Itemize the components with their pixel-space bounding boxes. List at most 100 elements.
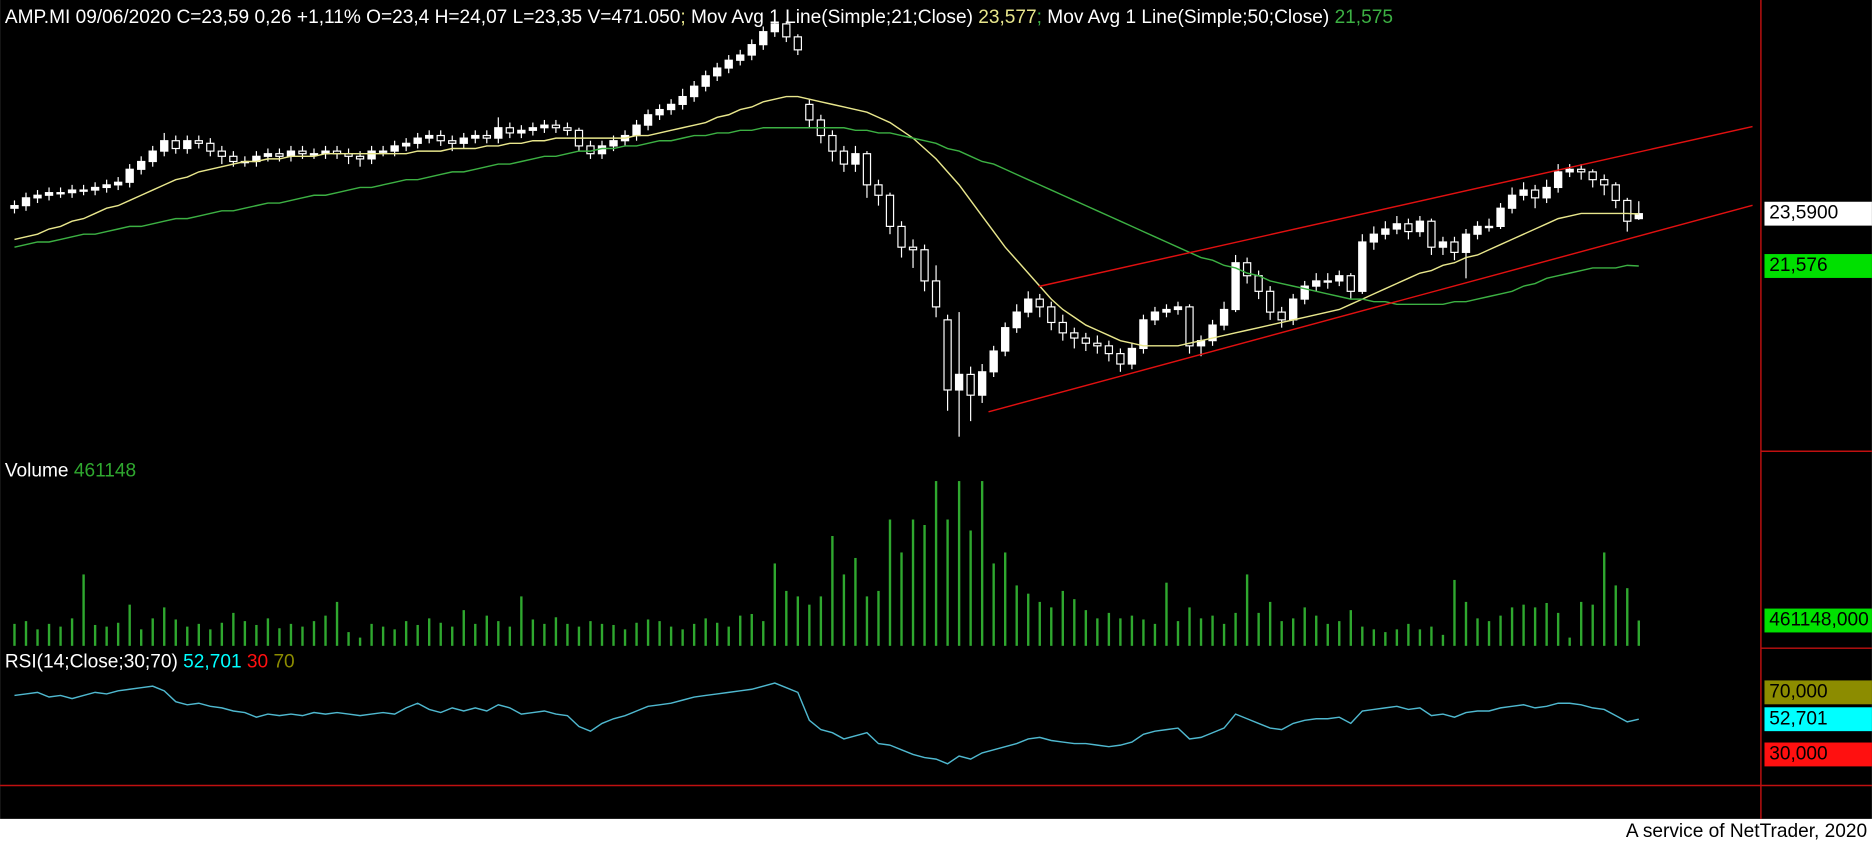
volume-bar <box>1349 610 1352 646</box>
candle-body <box>459 137 468 144</box>
candle-body <box>1150 311 1160 321</box>
volume-bar <box>1499 615 1502 646</box>
value-box <box>1764 680 1872 705</box>
candle-body <box>378 150 388 153</box>
volume-bar <box>1199 618 1203 646</box>
panel-title: Volume <box>5 461 69 482</box>
candle-body <box>171 140 180 150</box>
candle-body <box>425 134 434 139</box>
volume-bar <box>1130 615 1134 646</box>
candle-body <box>275 153 284 157</box>
candle-body <box>206 142 215 152</box>
candle-body <box>1219 308 1229 326</box>
volume-bar <box>1142 619 1145 646</box>
candle-body <box>1127 347 1137 365</box>
volume-bar <box>358 637 362 646</box>
marks-layer <box>10 16 1643 765</box>
volume-bar <box>335 601 339 646</box>
volume-bar <box>969 530 972 646</box>
volume-bar <box>946 519 949 646</box>
line-series <box>14 95 1639 347</box>
candle-body <box>263 153 273 157</box>
candle-body <box>1415 220 1425 233</box>
volume-bar <box>669 626 673 646</box>
candle-body <box>666 103 676 111</box>
volume-bar <box>658 621 661 646</box>
volume-bar <box>762 621 765 646</box>
volume-bar <box>911 519 915 646</box>
legend-value: 23,577 <box>978 7 1036 28</box>
volume-bar <box>439 622 442 646</box>
candle-body <box>885 194 895 227</box>
volume-bar <box>105 626 108 646</box>
volume-bar <box>1073 599 1076 646</box>
candle-body <box>1623 199 1632 222</box>
volume-bar <box>785 590 788 646</box>
candle-body <box>724 59 733 69</box>
volume-bar <box>1384 632 1387 646</box>
candle-body <box>1312 280 1321 287</box>
candle-body <box>966 373 975 396</box>
volume-bar <box>1568 637 1571 646</box>
volume-bar <box>151 618 154 646</box>
volume-bar <box>808 604 811 646</box>
candle-body <box>551 124 561 129</box>
candle-body <box>1093 342 1102 347</box>
volume-bar <box>612 624 615 646</box>
volume-bar <box>485 615 488 646</box>
volume-bar <box>1626 588 1629 646</box>
volume-bar <box>1430 626 1433 646</box>
volume-bar <box>82 574 85 646</box>
volume-bar <box>1522 604 1525 646</box>
volume-bar <box>370 623 373 646</box>
volume-bar <box>773 563 776 646</box>
volume-bar <box>1533 607 1537 646</box>
volume-bar <box>497 621 500 646</box>
candle-body <box>113 181 123 186</box>
volume-bar <box>1015 585 1018 646</box>
volume-bar <box>831 535 834 646</box>
candle-body <box>471 134 480 139</box>
value-box-label: 70,000 <box>1769 681 1827 702</box>
candle-body <box>655 108 664 116</box>
volume-bar <box>716 622 719 646</box>
volume-bar <box>1096 618 1099 646</box>
volume-bar <box>1303 607 1306 646</box>
volume-bar <box>13 623 16 646</box>
volume-bar <box>278 628 281 646</box>
volume-bar <box>220 622 224 646</box>
candle-body <box>67 189 77 194</box>
volume-bar <box>1510 607 1514 646</box>
candle-body <box>1323 280 1332 283</box>
candle-body <box>1484 225 1494 229</box>
candle-body <box>713 67 722 77</box>
volume-bar <box>1107 612 1111 646</box>
chart-header: AMP.MI 09/06/2020 C=23,59 0,26 +1,11% O=… <box>5 7 1393 28</box>
volume-bar <box>819 596 823 646</box>
candle-body <box>286 150 296 157</box>
volume-bar <box>739 615 742 646</box>
candle-body <box>217 150 227 157</box>
volume-bar <box>635 622 638 646</box>
volume-bar <box>577 626 581 646</box>
candle-body <box>390 145 399 152</box>
volume-bar <box>1579 601 1583 646</box>
candle-body <box>1070 332 1079 339</box>
candle-body <box>1611 184 1620 202</box>
volume-bar <box>1153 623 1157 646</box>
volume-bar <box>255 624 258 646</box>
volume-bar <box>312 621 316 646</box>
volume-bar <box>116 622 120 646</box>
volume-bar <box>1476 618 1479 646</box>
volume-bar <box>1441 634 1445 646</box>
candle-body <box>1600 179 1609 186</box>
volume-bar <box>589 621 592 646</box>
candle-body <box>505 127 515 134</box>
candle-body <box>943 319 952 391</box>
volume-bar <box>197 623 200 646</box>
candle-body <box>770 23 779 33</box>
volume-bar <box>93 624 97 646</box>
volume-bar <box>1361 626 1364 646</box>
volume-bar <box>1222 623 1226 646</box>
value-box-label: 52,701 <box>1769 708 1827 729</box>
